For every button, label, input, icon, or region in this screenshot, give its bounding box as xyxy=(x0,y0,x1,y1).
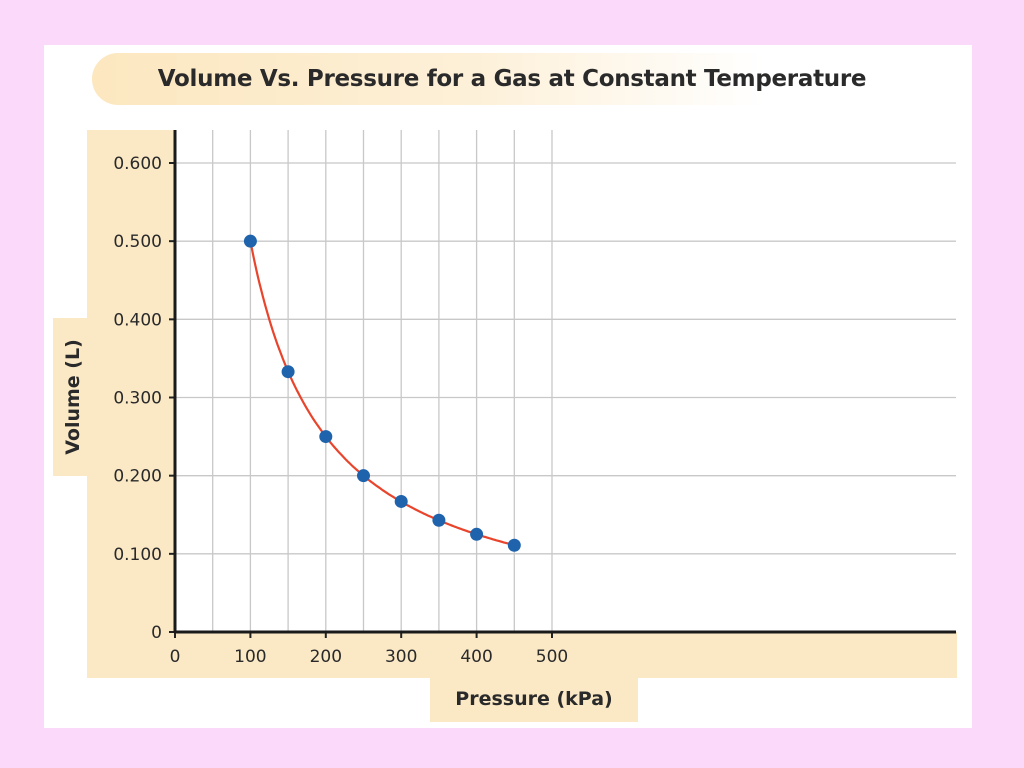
data-point xyxy=(243,234,257,248)
title-banner xyxy=(92,53,932,105)
x-tick-label: 200 xyxy=(310,647,342,667)
x-tick-label-band xyxy=(87,632,957,678)
x-tick-label: 0 xyxy=(170,647,181,667)
x-tick-label: 400 xyxy=(460,647,492,667)
x-axis-title: Pressure (kPa) xyxy=(455,688,613,710)
y-tick-label: 0.100 xyxy=(113,545,162,565)
series-curve xyxy=(249,240,515,547)
data-point xyxy=(281,365,295,379)
y-tick-label: 0.300 xyxy=(113,389,162,409)
y-tick-labels: 0 0.100 0.200 0.300 0.400 0.500 0.600 xyxy=(113,154,162,643)
fit-curve xyxy=(249,240,515,547)
x-tick-label: 500 xyxy=(536,647,568,667)
y-tick-label: 0 xyxy=(151,623,162,643)
x-tick-label: 300 xyxy=(385,647,417,667)
y-tick-label-band xyxy=(87,130,175,676)
data-points xyxy=(243,234,521,552)
data-point xyxy=(507,538,521,552)
y-tick-label: 0.200 xyxy=(113,467,162,487)
data-point xyxy=(432,513,446,527)
y-tick-label: 0.400 xyxy=(113,310,162,330)
y-tick-label: 0.500 xyxy=(113,232,162,252)
x-tick-labels: 0 100 200 300 400 500 xyxy=(170,647,569,667)
axes xyxy=(169,130,956,638)
y-tick-label: 0.600 xyxy=(113,154,162,174)
data-point xyxy=(394,494,408,508)
gridlines xyxy=(175,130,956,632)
x-axis-label-box xyxy=(430,676,638,722)
data-point xyxy=(319,430,333,444)
chart-title: Volume Vs. Pressure for a Gas at Constan… xyxy=(157,66,867,92)
x-tick-label: 100 xyxy=(234,647,266,667)
data-point xyxy=(470,527,484,541)
chart-panel xyxy=(44,45,972,728)
data-point xyxy=(357,469,370,483)
